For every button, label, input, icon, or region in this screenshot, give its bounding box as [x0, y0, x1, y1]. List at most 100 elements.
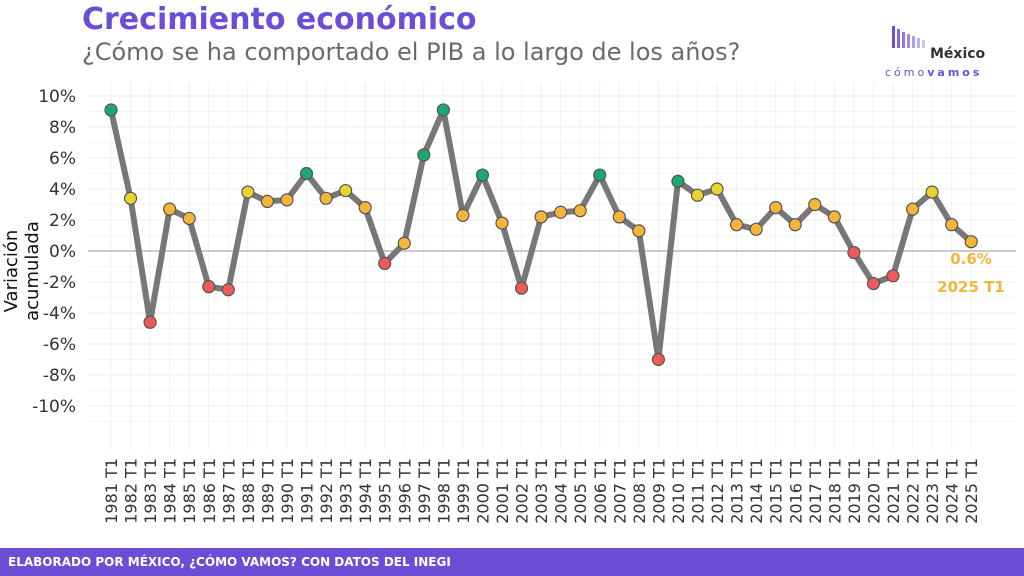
data-point — [925, 185, 939, 199]
data-point — [886, 269, 900, 283]
x-tick-label: 1990 T1 — [278, 458, 297, 524]
x-tick-label: 1995 T1 — [376, 458, 395, 524]
x-tick-label: 1996 T1 — [395, 458, 414, 524]
data-point — [612, 210, 626, 224]
x-tick-label: 2017 T1 — [806, 458, 825, 524]
x-tick-label: 2005 T1 — [571, 458, 590, 524]
footer-source-text: ELABORADO POR MÉXICO, ¿CÓMO VAMOS? CON D… — [8, 555, 451, 569]
data-point — [847, 245, 861, 260]
x-tick-label: 1997 T1 — [415, 458, 434, 524]
data-point — [788, 218, 802, 232]
data-point — [534, 210, 548, 224]
x-tick-label: 2021 T1 — [884, 458, 903, 524]
data-point — [651, 352, 666, 367]
y-tick-label: 4% — [49, 180, 76, 200]
data-point — [280, 193, 294, 207]
data-point — [358, 201, 372, 215]
data-point — [632, 224, 646, 238]
data-point — [299, 166, 314, 181]
x-tick-label: 1994 T1 — [356, 458, 375, 524]
y-tick-label: -4% — [43, 304, 76, 324]
data-point — [104, 103, 118, 117]
logo-brand-line2: cómovamos — [885, 66, 982, 79]
chart-subtitle: ¿Cómo se ha comportado el PIB a lo largo… — [82, 38, 741, 66]
data-point — [339, 183, 353, 198]
logo-brand-line1: México — [930, 46, 986, 62]
x-tick-label: 1991 T1 — [298, 458, 317, 524]
x-tick-label: 2018 T1 — [825, 458, 844, 524]
data-point — [475, 168, 490, 182]
x-tick-label: 2014 T1 — [747, 458, 766, 524]
x-tick-label: 1992 T1 — [317, 458, 336, 524]
mexico-como-vamos-logo: México cómovamos — [885, 22, 1008, 82]
x-tick-label: 1982 T1 — [122, 458, 141, 524]
data-point — [945, 218, 959, 232]
chart-title: Crecimiento económico — [82, 2, 477, 37]
y-tick-label: 2% — [49, 211, 76, 231]
x-tick-label: 2013 T1 — [728, 458, 747, 524]
data-point — [182, 211, 196, 226]
footer-bar: ELABORADO POR MÉXICO, ¿CÓMO VAMOS? CON D… — [0, 548, 1024, 576]
data-point — [866, 276, 881, 291]
data-point — [827, 210, 841, 224]
logo-brand-como: cómo — [885, 66, 928, 79]
data-point — [143, 315, 157, 329]
x-tick-label: 2023 T1 — [923, 458, 942, 524]
y-tick-label: 0% — [49, 242, 76, 262]
x-tick-label: 2009 T1 — [649, 458, 668, 524]
y-tick-label: 8% — [49, 118, 76, 138]
x-tick-label: 2002 T1 — [513, 458, 532, 524]
logo-brand-vamos: vamos — [927, 66, 983, 79]
x-tick-label: 1985 T1 — [180, 458, 199, 524]
data-point — [573, 204, 587, 218]
data-point — [495, 216, 509, 230]
data-point — [260, 194, 274, 208]
x-tick-label: 2001 T1 — [493, 458, 512, 524]
data-point — [514, 281, 529, 295]
data-point — [808, 197, 822, 212]
x-tick-label: 1986 T1 — [200, 458, 219, 524]
x-tick-label: 1983 T1 — [141, 458, 160, 524]
data-point — [378, 256, 392, 270]
x-tick-label: 2011 T1 — [689, 458, 708, 524]
x-tick-label: 2000 T1 — [473, 458, 492, 524]
x-tick-label: 1993 T1 — [337, 458, 356, 524]
x-tick-label: 2024 T1 — [943, 458, 962, 524]
x-tick-label: 2004 T1 — [552, 458, 571, 524]
x-tick-label: 2025 T1 — [962, 458, 981, 524]
gdp-line-chart: 10% 8% 6% 4% 2% 0% -2% -4% -6% -8% -10% 1981 T1 1982… — [32, 82, 1016, 524]
x-tick-label: 2020 T1 — [864, 458, 883, 524]
data-point — [417, 148, 431, 162]
bars-logo-icon — [892, 26, 925, 48]
y-tick-label: -8% — [43, 366, 76, 386]
y-tick-label: 6% — [49, 149, 76, 169]
data-point — [397, 236, 411, 250]
data-point — [554, 205, 568, 219]
x-tick-label: 2010 T1 — [669, 458, 688, 524]
y-tick-label: 10% — [38, 87, 76, 107]
data-point — [123, 191, 138, 205]
x-tick-label: 2016 T1 — [786, 458, 805, 524]
x-tick-label: 2019 T1 — [845, 458, 864, 524]
data-point — [241, 185, 255, 199]
data-point — [163, 202, 177, 216]
x-tick-label: 2015 T1 — [767, 458, 786, 524]
x-tick-label: 1999 T1 — [454, 458, 473, 524]
x-tick-label: 2012 T1 — [708, 458, 727, 524]
data-point — [221, 283, 235, 297]
data-point — [905, 202, 920, 216]
data-point — [319, 191, 333, 205]
x-tick-label: 1988 T1 — [239, 458, 258, 524]
data-point — [690, 188, 705, 202]
data-point — [749, 222, 763, 236]
y-tick-label: -6% — [43, 335, 76, 355]
data-point — [710, 182, 724, 196]
x-tick-label: 2008 T1 — [630, 458, 649, 524]
data-point — [671, 174, 685, 188]
x-tick-label: 1984 T1 — [161, 458, 180, 524]
data-point — [769, 201, 783, 215]
data-point — [202, 280, 216, 294]
x-tick-label: 1987 T1 — [219, 458, 238, 524]
x-tick-label: 2007 T1 — [610, 458, 629, 524]
data-point — [456, 208, 470, 222]
